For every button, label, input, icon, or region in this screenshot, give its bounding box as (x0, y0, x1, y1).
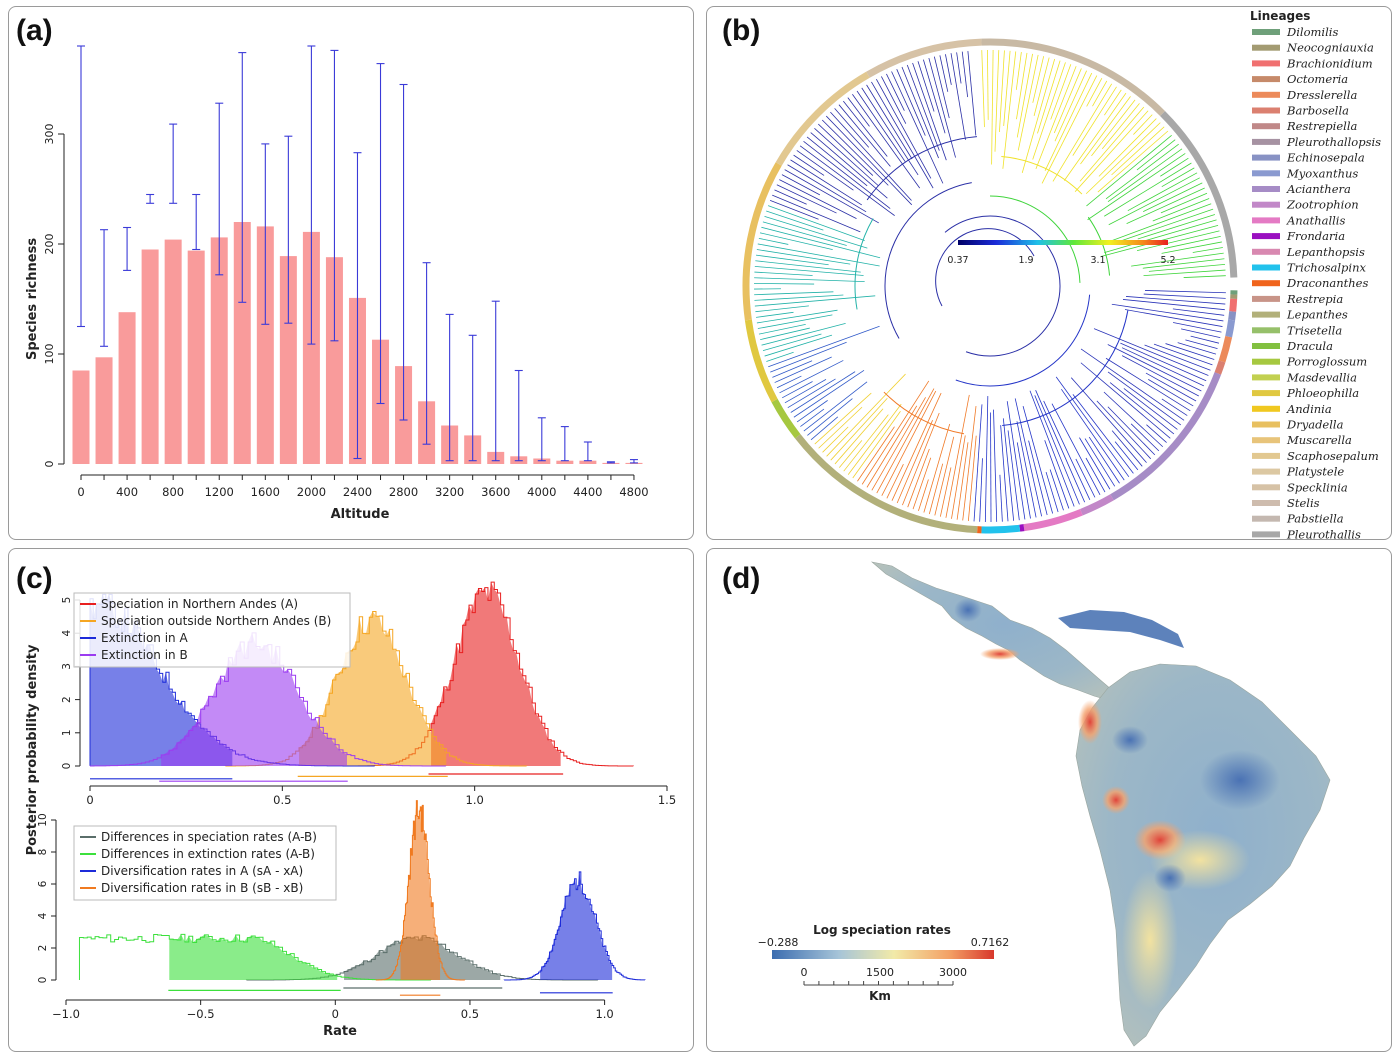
panel-c-frame (8, 548, 694, 1052)
panel-c-label: (c) (16, 562, 53, 595)
panel-a-label: (a) (16, 14, 53, 47)
panel-a-frame (8, 6, 694, 540)
panel-b-label: (b) (722, 14, 761, 47)
panel-d-label: (d) (722, 562, 761, 595)
panel-d-frame (706, 548, 1392, 1052)
panel-b-frame (706, 6, 1392, 540)
